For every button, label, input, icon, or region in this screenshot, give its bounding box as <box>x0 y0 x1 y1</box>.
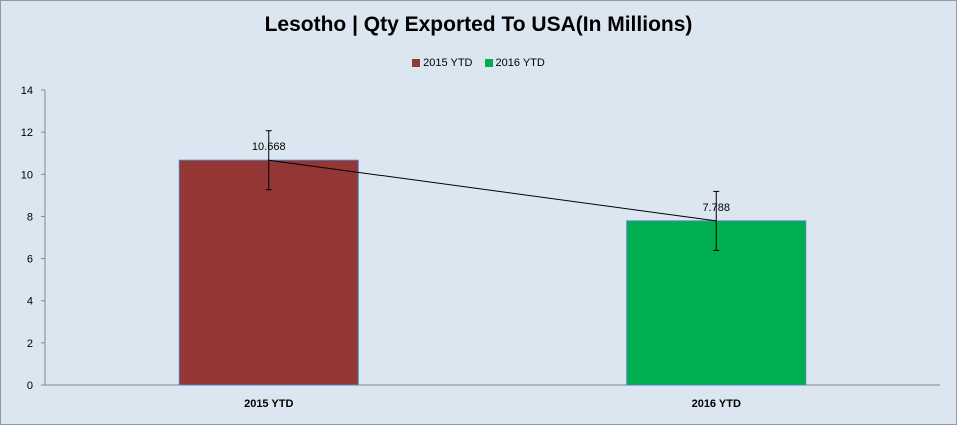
x-category-label: 2016 YTD <box>692 398 741 410</box>
legend-swatch-2016 <box>484 59 493 67</box>
data-label: 7.788 <box>702 202 730 214</box>
y-tick-label: 14 <box>21 85 33 97</box>
legend-item-2016: 2016 YTD <box>484 57 545 69</box>
y-tick-label: 12 <box>21 127 33 139</box>
y-tick-label: 4 <box>27 296 33 308</box>
legend-label-2016: 2016 YTD <box>495 57 545 69</box>
legend-label-2015: 2015 YTD <box>423 57 473 69</box>
data-label: 10.668 <box>252 141 286 153</box>
y-tick-label: 10 <box>21 169 33 181</box>
y-tick-label: 6 <box>27 254 33 266</box>
chart-title: Lesotho | Qty Exported To USA(In Million… <box>264 13 693 36</box>
y-tick-label: 0 <box>27 380 33 392</box>
x-category-label: 2015 YTD <box>244 398 293 410</box>
legend: 2015 YTD 2016 YTD <box>1 57 956 69</box>
trend-line <box>268 159 717 222</box>
y-tick-label: 2 <box>27 338 33 350</box>
legend-swatch-2015 <box>412 59 421 67</box>
y-tick-label: 8 <box>27 211 33 223</box>
legend-item-2015: 2015 YTD <box>412 57 473 69</box>
bar-2015-ytd <box>178 159 359 386</box>
